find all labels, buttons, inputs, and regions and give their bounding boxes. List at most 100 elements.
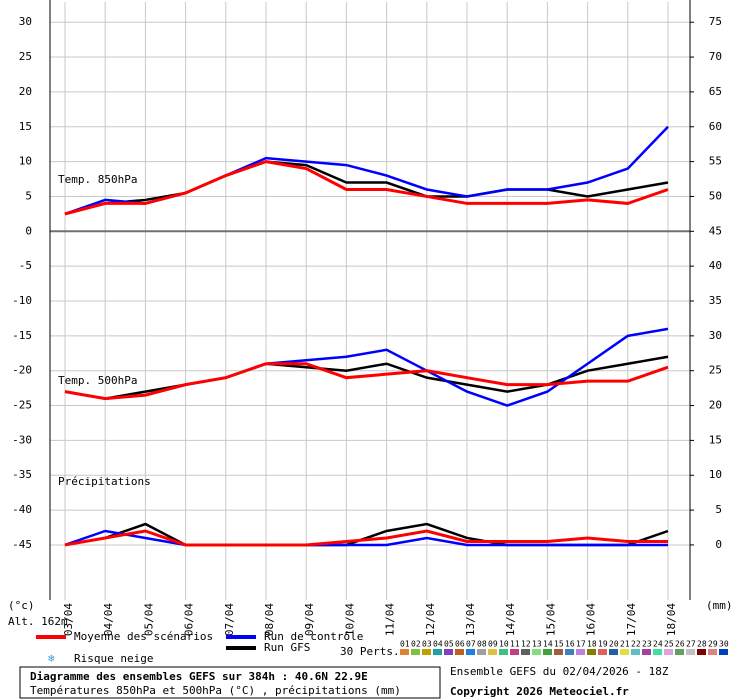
- x-tick-label: 13/04: [464, 603, 477, 636]
- pert-swatch: [510, 649, 519, 655]
- pert-swatch: [433, 649, 442, 655]
- pert-swatch: [697, 649, 706, 655]
- x-tick-label: 16/04: [585, 603, 598, 636]
- pert-number: 20: [609, 640, 619, 649]
- pert-swatch: [444, 649, 453, 655]
- pert-swatch: [532, 649, 541, 655]
- pert-swatch: [664, 649, 673, 655]
- y2-tick-label: 55: [709, 155, 722, 168]
- pert-number: 21: [620, 640, 630, 649]
- pert-number: 24: [653, 640, 663, 649]
- pert-number: 05: [444, 640, 454, 649]
- y-tick-label: -25: [12, 399, 32, 412]
- y-tick-label: -45: [12, 538, 32, 551]
- x-tick-label: 05/04: [142, 603, 155, 636]
- x-tick-label: 03/04: [62, 603, 75, 636]
- x-tick-label: 07/04: [223, 603, 236, 636]
- pert-number: 15: [554, 640, 564, 649]
- pert-number: 04: [433, 640, 443, 649]
- y2-tick-label: 35: [709, 294, 722, 307]
- pert-number: 26: [675, 640, 685, 649]
- y2-tick-label: 40: [709, 259, 722, 272]
- pert-swatch: [422, 649, 431, 655]
- snow-label: Risque neige: [74, 652, 153, 665]
- pert-number: 27: [686, 640, 696, 649]
- pert-number: 30: [719, 640, 729, 649]
- pert-swatch: [455, 649, 464, 655]
- panel-label: Temp. 500hPa: [58, 374, 137, 387]
- pert-number: 25: [664, 640, 674, 649]
- x-tick-label: 04/04: [102, 603, 115, 636]
- pert-number: 07: [466, 640, 476, 649]
- y-tick-label: -5: [19, 259, 32, 272]
- x-tick-label: 15/04: [544, 603, 557, 636]
- y-tick-label: 25: [19, 50, 32, 63]
- y-tick-label: 30: [19, 15, 32, 28]
- y-tick-label: -35: [12, 468, 32, 481]
- panel-label: Précipitations: [58, 475, 151, 488]
- pert-number: 14: [543, 640, 553, 649]
- y-tick-label: -15: [12, 329, 32, 342]
- pert-swatch: [620, 649, 629, 655]
- pert-number: 17: [576, 640, 586, 649]
- y-unit: (°c): [8, 599, 35, 612]
- pert-swatch: [598, 649, 607, 655]
- y2-tick-label: 15: [709, 433, 722, 446]
- pert-number: 10: [499, 640, 509, 649]
- y2-tick-label: 10: [709, 468, 722, 481]
- pert-number: 22: [631, 640, 641, 649]
- y-tick-label: -10: [12, 294, 32, 307]
- pert-swatch: [543, 649, 552, 655]
- pert-swatch: [576, 649, 585, 655]
- pert-swatch: [477, 649, 486, 655]
- pert-number: 06: [455, 640, 465, 649]
- pert-swatch: [411, 649, 420, 655]
- y2-unit: (mm): [706, 599, 733, 612]
- copyright: Copyright 2026 Meteociel.fr: [450, 685, 629, 698]
- y2-tick-label: 70: [709, 50, 722, 63]
- pert-swatch: [488, 649, 497, 655]
- series-line: [64, 529, 668, 547]
- pert-number: 28: [697, 640, 707, 649]
- y2-tick-label: 45: [709, 224, 722, 237]
- pert-swatch: [466, 649, 475, 655]
- x-tick-label: 10/04: [343, 603, 356, 636]
- y-tick-label: -40: [12, 503, 32, 516]
- panel-label: Temp. 850hPa: [58, 173, 137, 186]
- pert-number: 09: [488, 640, 498, 649]
- legend-label: Moyenne des scénarios: [74, 630, 213, 643]
- pert-number: 23: [642, 640, 652, 649]
- pert-number: 08: [477, 640, 487, 649]
- x-tick-label: 09/04: [303, 603, 316, 636]
- y2-tick-label: 30: [709, 329, 722, 342]
- pert-swatch: [642, 649, 651, 655]
- pert-number: 12: [521, 640, 531, 649]
- pert-number: 01: [400, 640, 410, 649]
- pert-number: 18: [587, 640, 597, 649]
- y2-tick-label: 65: [709, 85, 722, 98]
- pert-number: 13: [532, 640, 542, 649]
- pert-swatch: [609, 649, 618, 655]
- pert-number: 03: [422, 640, 432, 649]
- pert-swatch: [719, 649, 728, 655]
- y2-tick-label: 0: [715, 538, 722, 551]
- pert-number: 29: [708, 640, 718, 649]
- y2-tick-label: 20: [709, 399, 722, 412]
- x-tick-label: 14/04: [504, 603, 517, 636]
- series-line: [64, 160, 669, 216]
- y-tick-label: 5: [25, 189, 32, 202]
- pert-swatch: [686, 649, 695, 655]
- pert-number: 11: [510, 640, 520, 649]
- pert-swatch: [554, 649, 563, 655]
- y-tick-label: -20: [12, 364, 32, 377]
- pert-number: 19: [598, 640, 608, 649]
- x-tick-label: 18/04: [665, 603, 678, 636]
- pert-number: 02: [411, 640, 421, 649]
- pert-swatch: [400, 649, 409, 655]
- y2-tick-label: 5: [715, 503, 722, 516]
- y2-tick-label: 25: [709, 364, 722, 377]
- pert-swatch: [708, 649, 717, 655]
- pert-swatch: [499, 649, 508, 655]
- y2-tick-label: 50: [709, 189, 722, 202]
